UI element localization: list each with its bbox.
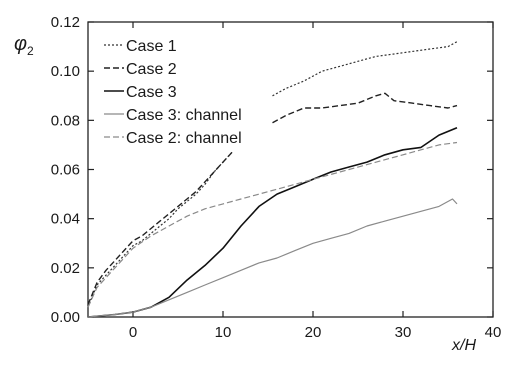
series-line-3-segment-1	[87, 126, 458, 318]
y-axis: 0.00 0.02 0.04 0.06 0.08 0.10 0.12	[51, 14, 493, 326]
y-tick-label: 0.04	[51, 211, 80, 228]
series-line-1-segment-2	[272, 41, 458, 97]
legend-label-5: Case 2: channel	[126, 130, 242, 147]
x-tick-label: 40	[485, 324, 502, 341]
x-tick-label: 10	[215, 324, 232, 341]
y-tick-label: 0.02	[51, 260, 80, 277]
x-axis: 0 10 20 30 40	[129, 22, 502, 341]
y-tick-label: 0.08	[51, 112, 80, 129]
legend: Case 1 Case 2 Case 3 Case 3: channel Case 2:…	[104, 38, 242, 147]
y-tick-label: 0.10	[51, 63, 80, 80]
series-line-2-segment-2	[272, 92, 458, 124]
y-axis-label: φ2	[14, 33, 34, 58]
x-tick-label: 20	[305, 324, 322, 341]
x-tick-label: 30	[395, 324, 412, 341]
y-tick-label: 0.00	[51, 309, 80, 326]
series-layer	[87, 41, 458, 318]
legend-label-1: Case 1	[126, 38, 177, 55]
legend-label-4: Case 3: channel	[126, 107, 242, 124]
legend-label-2: Case 2	[126, 61, 177, 78]
series-line-4-segment-1	[87, 198, 458, 318]
x-axis-label: x/H	[451, 337, 476, 354]
series-line-2-segment-1	[87, 151, 233, 305]
series-line-5-segment-1	[87, 141, 458, 308]
legend-label-3: Case 3	[126, 84, 177, 101]
series-line-1-segment-1	[87, 151, 233, 308]
y-tick-label: 0.12	[51, 14, 80, 31]
y-tick-label: 0.06	[51, 162, 80, 179]
x-tick-label: 0	[129, 324, 137, 341]
